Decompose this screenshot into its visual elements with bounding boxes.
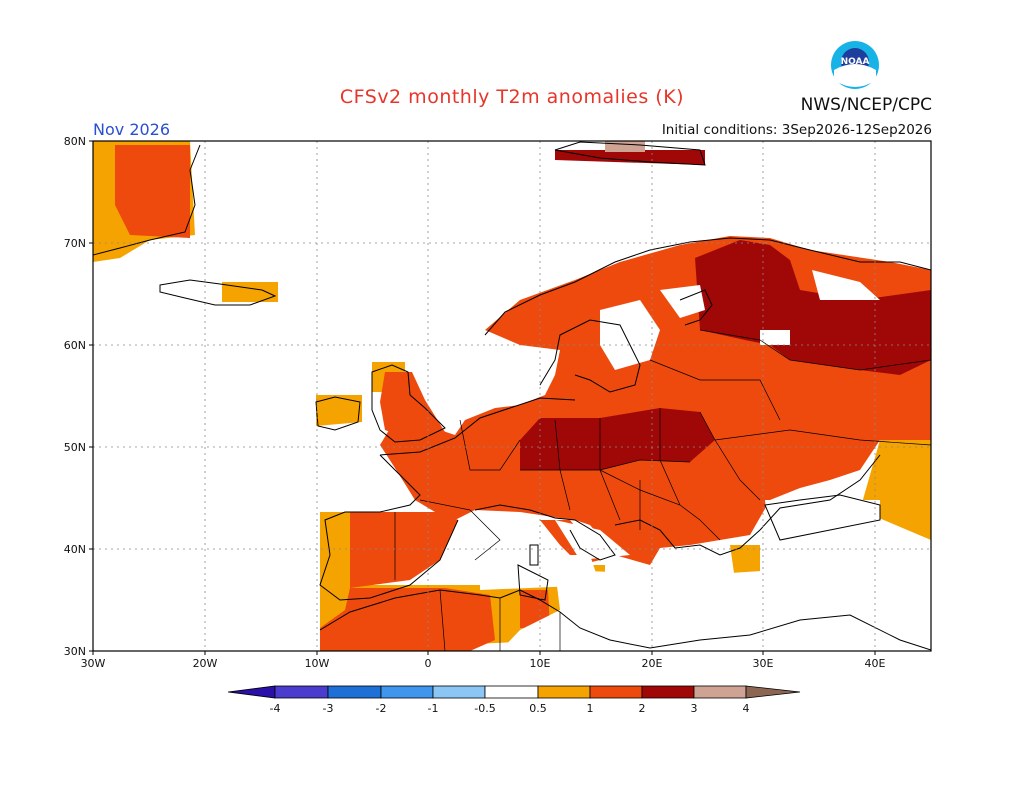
map-title: CFSv2 monthly T2m anomalies (K) (339, 86, 685, 108)
lon-tick-10w: 10W (305, 657, 330, 670)
colorbar-swatch-4 (432, 685, 486, 699)
anomaly-3-4-area (605, 141, 645, 152)
colorbar-swatch-3 (380, 685, 434, 699)
colorbar-label: -0.5 (474, 702, 495, 715)
coastlines (93, 141, 931, 651)
lon-tick-30e: 30E (753, 657, 774, 670)
colorbar-swatch-1 (274, 685, 329, 699)
colorbar-swatch-5 (484, 685, 539, 699)
lat-tick-40n: 40N (64, 543, 86, 556)
lon-tick-20e: 20E (642, 657, 663, 670)
colorbar-swatch-2 (327, 685, 382, 699)
latitude-ticks: 80N 70N 60N 50N 40N 30N (64, 135, 93, 658)
colorbar-label: 3 (691, 702, 698, 715)
colorbar-label: -4 (270, 702, 281, 715)
graticule (93, 141, 931, 651)
colorbar-labels: -4 -3 -2 -1 -0.5 0.5 1 2 3 4 (270, 702, 750, 715)
colorbar-arrow-high (745, 685, 801, 699)
colorbar-arrow-low (227, 685, 276, 699)
lat-tick-70n: 70N (64, 237, 86, 250)
colorbar-label: -3 (323, 702, 334, 715)
forecast-month: Nov 2026 (93, 120, 171, 139)
lon-tick-20w: 20W (193, 657, 218, 670)
lon-tick-30w: 30W (81, 657, 106, 670)
colorbar (227, 685, 801, 699)
colorbar-label: 2 (639, 702, 646, 715)
lat-tick-30n: 30N (64, 645, 86, 658)
lon-tick-40e: 40E (865, 657, 886, 670)
logo-text: NOAA (841, 57, 870, 67)
lon-tick-0: 0 (425, 657, 432, 670)
lon-tick-10e: 10E (530, 657, 551, 670)
noaa-logo-icon: NOAA (831, 41, 879, 89)
initial-conditions: Initial conditions: 3Sep2026-12Sep2026 (661, 122, 932, 138)
colorbar-label: 4 (743, 702, 750, 715)
country-borders (394, 329, 931, 651)
colorbar-label: 1 (587, 702, 594, 715)
colorbar-swatch-6 (537, 685, 591, 699)
colorbar-swatch-8 (641, 685, 695, 699)
colorbar-label: -2 (376, 702, 387, 715)
lat-tick-80n: 80N (64, 135, 86, 148)
anomaly-fill-layer (93, 141, 931, 651)
source-label: NWS/NCEP/CPC (800, 95, 932, 115)
map-frame (92, 140, 932, 652)
lat-tick-50n: 50N (64, 441, 86, 454)
colorbar-label: -1 (428, 702, 439, 715)
anomaly-2-3-areas (520, 150, 931, 470)
colorbar-swatch-9 (693, 685, 747, 699)
colorbar-label: 0.5 (529, 702, 547, 715)
colorbar-swatch-7 (589, 685, 643, 699)
longitude-ticks: 30W 20W 10W 0 10E 20E 30E 40E (81, 651, 886, 670)
lat-tick-60n: 60N (64, 339, 86, 352)
